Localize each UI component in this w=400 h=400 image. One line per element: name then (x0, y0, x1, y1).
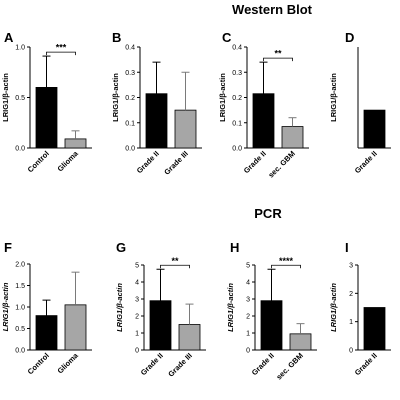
y-tick-label: 3 (246, 297, 250, 304)
panel-i: I 0 1 2 3 LRIG1/β-actin Grade II (329, 240, 391, 377)
x-category-label: Grade III (166, 351, 194, 379)
panel-label: G (116, 240, 126, 255)
y-tick-label: 0.0 (232, 146, 242, 153)
y-axis-label: LRIG1/β-actin (329, 73, 338, 122)
y-tick-label: 0.1 (125, 120, 135, 127)
panel-g: G 0 1 2 3 4 5 LRIG1/β-actin Grade II Grade III ** (115, 240, 206, 379)
bar-grade-ii (149, 300, 172, 351)
y-tick-label: 1.5 (15, 283, 25, 290)
y-tick-label: 1.0 (15, 45, 25, 52)
panel-f: F 0.0 0.5 1.0 1.5 2.0 LRIG1/β-actin Control Glio… (1, 240, 92, 376)
y-tick-label: 2.0 (15, 262, 25, 269)
y-axis-label: LRIG1/β-actin (111, 73, 120, 122)
y-tick-label: 0.4 (232, 45, 242, 52)
y-tick-label: 1.0 (15, 305, 25, 312)
section-title-pcr: PCR (254, 206, 282, 221)
panel-label: F (4, 240, 12, 255)
y-tick-label: 0.1 (232, 120, 242, 127)
y-tick-label: 2 (349, 291, 353, 298)
significance-bracket (271, 264, 301, 269)
panel-label: H (230, 240, 239, 255)
bar-grade-ii (363, 109, 386, 149)
significance-marker: *** (56, 43, 67, 53)
y-tick-label: 0.2 (232, 95, 242, 102)
y-tick-label: 0.0 (125, 146, 135, 153)
y-tick-label: 1 (135, 331, 139, 338)
y-axis-label: LRIG1/β-actin (329, 283, 338, 332)
x-category-label: Grade II (135, 149, 161, 175)
panel-label: C (222, 30, 232, 45)
y-tick-label: 4 (135, 280, 139, 287)
panel-c: C 0.0 0.1 0.2 0.3 0.4 LRIG1/β-actin Grade IIsec… (218, 30, 309, 180)
significance-bracket (46, 51, 76, 56)
bar-glioma (64, 304, 87, 351)
x-category-label: Grade II (250, 351, 276, 377)
y-tick-label: 2 (246, 314, 250, 321)
x-category-label: Grade II (353, 149, 379, 175)
panel-a: A 0.0 0.5 1.0 LRIG1/β-actin Control Glioma *** (1, 30, 92, 174)
bar-grade-ii (363, 307, 386, 351)
significance-bracket (160, 264, 190, 269)
bar-grade-ii (145, 93, 168, 149)
significance-marker: **** (279, 256, 294, 266)
panel-b: B 0.0 0.1 0.2 0.3 0.4 LRIG1/β-actin Grade II Gra… (111, 30, 202, 177)
y-tick-label: 3 (135, 297, 139, 304)
x-category-label: Control (26, 351, 51, 376)
y-axis-label: LRIG1/β-actin (226, 283, 235, 332)
y-tick-label: 0 (349, 348, 353, 355)
bar-control (35, 87, 58, 149)
y-axis-label: LRIG1/β-actin (115, 283, 124, 332)
significance-marker: ** (274, 49, 282, 59)
panel-label: D (345, 30, 354, 45)
y-tick-label: 4 (246, 280, 250, 287)
x-category-label: Glioma (56, 148, 81, 173)
panel-label: B (112, 30, 121, 45)
significance-marker: ** (171, 256, 179, 266)
bar-grade-ii (252, 93, 275, 149)
x-category-label: Grade II (139, 351, 165, 377)
x-category-label: Grade II (353, 351, 379, 377)
section-title-western-blot: Western Blot (232, 2, 313, 17)
bar-sec-gbm (289, 333, 312, 351)
bar-grade-iii (178, 324, 201, 351)
x-category-label: Control (26, 149, 51, 174)
y-tick-label: 0.5 (15, 95, 25, 102)
bar-sec-gbm (281, 126, 304, 149)
panel-label: I (345, 240, 349, 255)
panel-label: A (4, 30, 14, 45)
bar-control (35, 315, 58, 351)
x-category-label: Grade III (162, 149, 190, 177)
bar-grade-ii (260, 300, 283, 351)
x-category-label: Grade II (242, 149, 268, 175)
y-tick-label: 1 (349, 319, 353, 326)
y-tick-label: 1 (246, 331, 250, 338)
y-tick-label: 2 (135, 314, 139, 321)
y-axis-label: LRIG1/β-actin (1, 73, 10, 122)
y-axis-label: LRIG1/β-actin (218, 73, 227, 122)
y-tick-label: 5 (246, 263, 250, 270)
y-tick-label: 0.3 (232, 70, 242, 77)
y-tick-label: 0.3 (125, 70, 135, 77)
y-tick-label: 0 (246, 348, 250, 355)
y-tick-label: 0.4 (125, 45, 135, 52)
y-tick-label: 0.0 (15, 348, 25, 355)
y-tick-label: 0.0 (15, 146, 25, 153)
x-category-label: sec. GBM (274, 351, 305, 382)
significance-bracket (263, 57, 293, 62)
y-tick-label: 0 (135, 348, 139, 355)
y-tick-label: 5 (135, 263, 139, 270)
panel-d: D LRIG1/β-actin Grade II (329, 30, 391, 175)
bar-glioma (64, 138, 87, 149)
y-axis-label: LRIG1/β-actin (1, 282, 10, 331)
y-tick-label: 3 (349, 263, 353, 270)
y-tick-label: 0.5 (15, 326, 25, 333)
x-category-label: Glioma (56, 350, 81, 375)
bar-grade-iii (174, 109, 197, 149)
x-category-label: sec. GBM (266, 149, 297, 180)
y-tick-label: 0.2 (125, 95, 135, 102)
